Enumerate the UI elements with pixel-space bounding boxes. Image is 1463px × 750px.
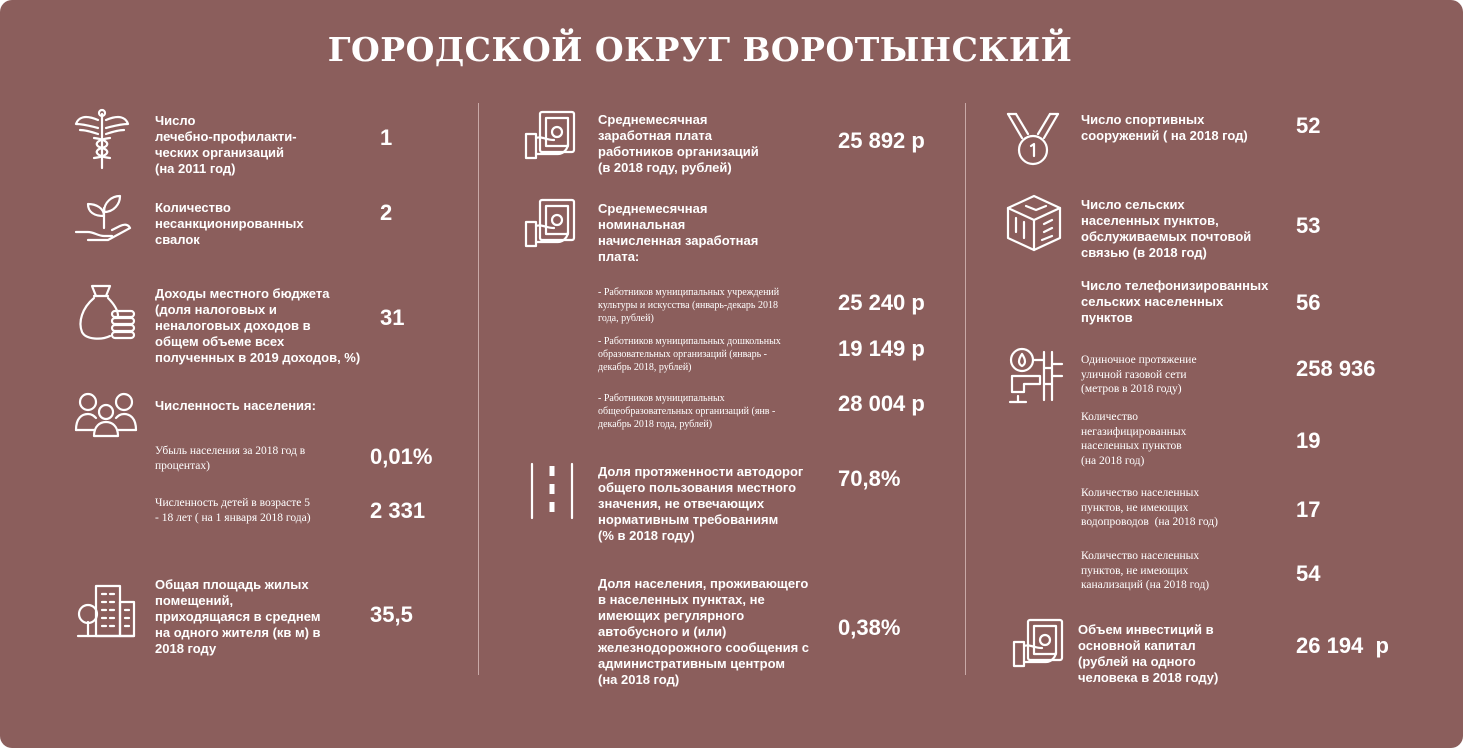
page-title: ГОРОДСКОЙ ОКРУГ ВОРОТЫНСКИЙ <box>327 30 1073 69</box>
column-divider <box>965 103 966 675</box>
buildings-icon <box>76 582 136 638</box>
money-hand-icon <box>1012 616 1066 668</box>
sports-label: Число спортивных сооружений ( на 2018 го… <box>1081 112 1248 143</box>
no-sewer-label: Количество населенных пунктов, не имеющи… <box>1081 550 1210 591</box>
no-water-label: Количество населенных пунктов, не имеющи… <box>1081 487 1218 528</box>
no-sewer-value: 54 <box>1296 561 1321 586</box>
gas-pipe-icon <box>1004 346 1064 404</box>
medal-icon <box>1004 110 1062 168</box>
caduceus-icon <box>74 108 130 170</box>
no-gas-value: 19 <box>1296 428 1321 453</box>
money-bag-icon <box>76 282 138 344</box>
decline-label: Убыль населения за 2018 год в процентах) <box>155 445 306 472</box>
road-icon <box>526 462 578 520</box>
bus-value: 0,38% <box>838 615 901 640</box>
no-gas-label: Количество негазифицированных населенных… <box>1081 411 1187 467</box>
postal-value: 53 <box>1296 213 1321 238</box>
investment-label: Объем инвестиций в основной капитал (руб… <box>1078 622 1219 685</box>
culture-label: - Работников муниципальных учреждений ку… <box>598 287 780 324</box>
avg-salary-label: Среднемесячная заработная плата работник… <box>598 112 759 175</box>
preschool-label: - Работников муниципальных дошкольных об… <box>598 336 781 373</box>
children-value: 2 331 <box>370 498 426 523</box>
phone-value: 56 <box>1296 290 1321 315</box>
school-label: - Работников муниципальных общеобразоват… <box>598 393 776 430</box>
postal-label: Число сельских населенных пунктов, обслу… <box>1081 197 1252 260</box>
people-group-icon <box>74 392 138 438</box>
sports-value: 52 <box>1296 113 1321 138</box>
no-water-value: 17 <box>1296 497 1321 522</box>
dumps-label: Количество несанкционированных свалок <box>155 200 304 247</box>
school-value: 28 004 р <box>838 391 925 416</box>
plant-hand-icon <box>74 190 134 248</box>
population-heading: Численность населения: <box>155 398 316 413</box>
medical-value: 1 <box>380 125 393 150</box>
column-divider <box>478 103 479 675</box>
gas-length-label: Одиночное протяжение уличной газовой сет… <box>1081 354 1197 395</box>
culture-value: 25 240 р <box>838 290 925 315</box>
network-cube-icon <box>1006 194 1062 252</box>
gas-length-value: 258 936 <box>1296 356 1376 381</box>
roads-value: 70,8% <box>838 466 901 491</box>
investment-value: 26 194 р <box>1296 633 1389 658</box>
roads-label: Доля протяженности автодорог общего поль… <box>598 464 804 543</box>
money-hand-icon <box>524 108 578 160</box>
budget-value: 31 <box>380 305 405 330</box>
budget-label: Доходы местного бюджета (доля налоговых … <box>155 286 361 365</box>
bus-label: Доля населения, проживающего в населенны… <box>598 576 809 687</box>
medical-label: Число лечебно-профилакти- ческих организ… <box>155 113 297 176</box>
phone-label: Число телефонизированных сельских населе… <box>1081 278 1269 325</box>
avg-salary-value: 25 892 р <box>838 128 925 153</box>
decline-value: 0,01% <box>370 444 433 469</box>
housing-value: 35,5 <box>370 602 413 627</box>
housing-label: Общая площадь жилых помещений, приходяща… <box>155 577 321 656</box>
dumps-value: 2 <box>380 200 393 225</box>
nominal-salary-label: Среднемесячная номинальная начисленная з… <box>598 201 759 264</box>
children-label: Численность детей в возрасте 5 - 18 лет … <box>155 497 311 524</box>
preschool-value: 19 149 р <box>838 336 925 361</box>
money-hand-icon <box>524 196 578 248</box>
